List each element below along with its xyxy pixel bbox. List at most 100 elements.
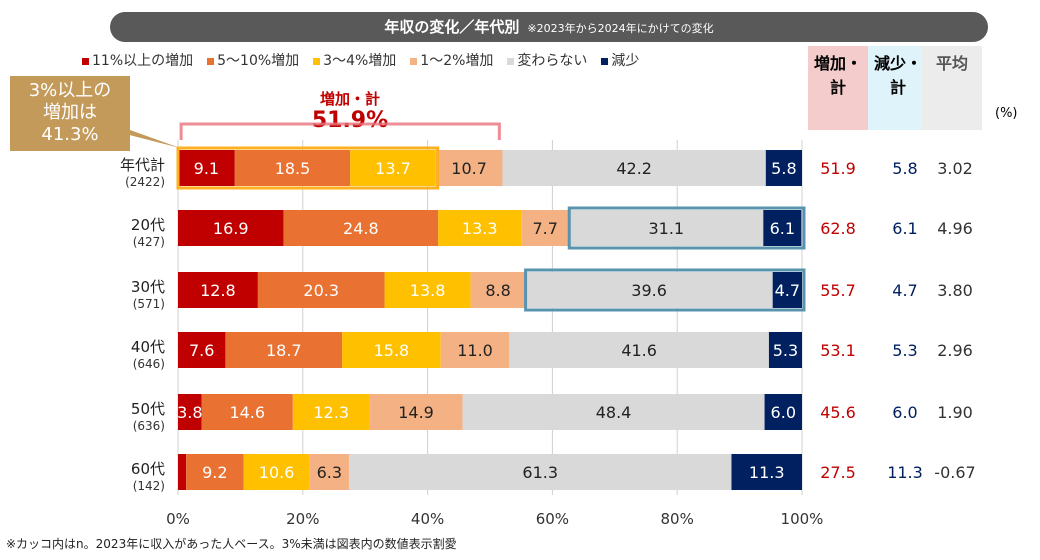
- bracket: [179, 122, 501, 140]
- legend-swatch: [82, 57, 89, 65]
- bar-value-label: 42.2: [616, 159, 652, 178]
- bar-value-label: 13.8: [410, 281, 446, 300]
- increase-total-value: 27.5: [820, 463, 856, 482]
- bar-segment: [521, 210, 570, 246]
- category-n: (636): [133, 419, 165, 433]
- bar-segment: [186, 454, 244, 490]
- bar-value-label: 5.3: [773, 341, 798, 360]
- footnote: ※カッコ内はn。2023年に収入があった人ベース。3%未満は図表内の数値表示割愛: [6, 537, 457, 551]
- bar-segment: [283, 210, 439, 246]
- increase-total-value: 51.9: [820, 159, 856, 178]
- bar-segment: [292, 394, 370, 430]
- callout-line: 増加は: [43, 102, 97, 123]
- header-increase-total: 増加・計: [808, 46, 868, 130]
- legend-label: 5～10%増加: [217, 53, 300, 69]
- bar-value-label: 48.4: [596, 403, 632, 422]
- bar-segment: [178, 394, 202, 430]
- bar-segment: [525, 272, 773, 308]
- category-n: (646): [133, 357, 165, 371]
- bar-segment: [438, 210, 522, 246]
- bar-value-label: 10.7: [451, 159, 487, 178]
- bar-value-label: 41.6: [621, 341, 657, 360]
- bar-segment: [768, 332, 802, 368]
- legend-swatch: [601, 57, 609, 65]
- header-decrease-total: 減少・計: [868, 46, 928, 130]
- bar-value-label: 7.6: [189, 341, 214, 360]
- bracket-value: 51.9%: [311, 108, 389, 133]
- bar-value-label: 18.7: [266, 341, 302, 360]
- x-tick-label: 80%: [661, 510, 694, 528]
- average-value: 1.90: [937, 403, 973, 422]
- category-label: 60代: [131, 460, 165, 478]
- bar-segment: [462, 394, 765, 430]
- bar-value-label: 14.9: [398, 403, 434, 422]
- bar-segment: [470, 272, 526, 308]
- category-n: (2422): [125, 175, 165, 189]
- legend-swatch: [410, 57, 418, 65]
- bar-value-label: 9.1: [194, 159, 219, 178]
- bar-segment: [178, 150, 235, 186]
- category-label: 40代: [131, 338, 165, 356]
- bar-segment: [440, 332, 510, 368]
- bar-value-label: 20.3: [303, 281, 339, 300]
- legend-item: 減少: [601, 50, 639, 70]
- bar-segment: [225, 332, 343, 368]
- bar-value-label: 31.1: [648, 219, 684, 238]
- callout-pointer: [110, 130, 180, 148]
- category-n: (427): [133, 235, 165, 249]
- legend-label: 変わらない: [517, 53, 588, 69]
- x-tick-label: 0%: [166, 510, 190, 528]
- decrease-total-value: 5.8: [892, 159, 917, 178]
- category-n: (142): [133, 479, 165, 493]
- bracket-label: 増加・計: [319, 90, 380, 108]
- callout-line: 3%以上の: [28, 80, 112, 101]
- bar-segment: [178, 332, 226, 368]
- bar-value-label: 12.8: [200, 281, 236, 300]
- unit-label: (%): [995, 106, 1018, 121]
- header-average: 平均: [922, 46, 982, 130]
- increase-total-value: 53.1: [820, 341, 856, 360]
- legend-item: 11%以上の増加: [82, 50, 193, 70]
- bar-value-label: 3.8: [177, 403, 202, 422]
- bar-value-label: 6.3: [317, 463, 342, 482]
- average-value: -0.67: [934, 463, 975, 482]
- bar-segment: [369, 394, 463, 430]
- decrease-total-value: 6.0: [892, 403, 917, 422]
- bar-segment: [348, 454, 732, 490]
- bar-value-label: 6.1: [770, 219, 795, 238]
- legend-item: 変わらない: [507, 50, 587, 70]
- x-tick-label: 100%: [781, 510, 824, 528]
- bar-value-label: 11.3: [749, 463, 785, 482]
- legend-label: 11%以上の増加: [92, 53, 194, 69]
- chart-title: 年収の変化／年代別 ※2023年から2024年にかけての変化: [110, 12, 988, 42]
- average-value: 3.02: [937, 159, 973, 178]
- bar-value-label: 7.7: [532, 219, 557, 238]
- legend-swatch: [507, 57, 515, 65]
- bar-value-label: 8.8: [485, 281, 510, 300]
- bar-segment: [764, 394, 802, 430]
- bar-value-label: 9.2: [202, 463, 227, 482]
- legend-swatch: [207, 57, 215, 65]
- bar-value-label: 15.8: [374, 341, 410, 360]
- highlight-box: [176, 146, 440, 190]
- increase-total-value: 45.6: [820, 403, 856, 422]
- legend-label: 3～4%増加: [323, 53, 397, 69]
- bar-segment: [178, 210, 284, 246]
- bar-value-label: 13.3: [462, 219, 498, 238]
- bar-value-label: 11.0: [457, 341, 493, 360]
- subtitle: ※2023年から2024年にかけての変化: [527, 22, 714, 35]
- bar-segment: [384, 272, 471, 308]
- bar-segment: [350, 150, 436, 186]
- x-tick-label: 60%: [536, 510, 569, 528]
- bar-segment: [435, 150, 503, 186]
- category-label: 20代: [131, 216, 165, 234]
- legend-label: 1～2%増加: [420, 53, 494, 69]
- bar-segment: [257, 272, 385, 308]
- legend-swatch: [313, 57, 321, 65]
- legend-item: 5～10%増加: [207, 50, 299, 70]
- bar-segment: [243, 454, 310, 490]
- decrease-total-value: 11.3: [887, 463, 923, 482]
- title-text: 年収の変化／年代別: [384, 18, 520, 36]
- category-label: 50代: [131, 400, 165, 418]
- highlight-box: [524, 268, 806, 312]
